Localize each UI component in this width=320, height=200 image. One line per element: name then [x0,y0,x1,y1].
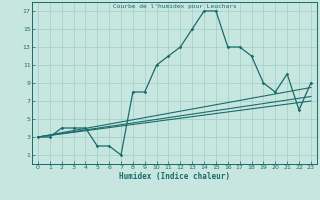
Text: Courbe de l'humidex pour Leuchars: Courbe de l'humidex pour Leuchars [113,4,236,9]
X-axis label: Humidex (Indice chaleur): Humidex (Indice chaleur) [119,172,230,181]
